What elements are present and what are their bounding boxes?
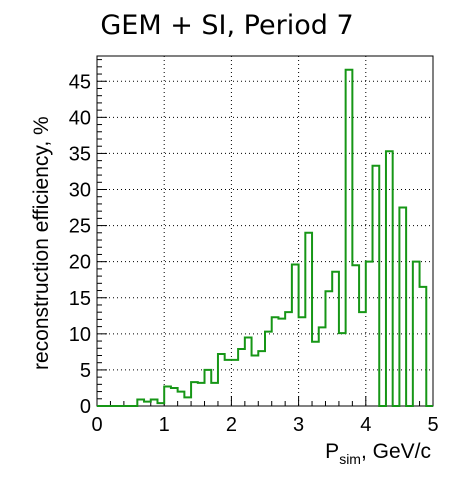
y-tick-label: 30: [69, 180, 91, 202]
chart-title: GEM + SI, Period 7: [100, 10, 354, 41]
plot-frame: [96, 55, 434, 407]
x-tick-label: 5: [427, 414, 438, 436]
y-tick-label: 40: [69, 107, 91, 129]
y-tick-label: 15: [69, 288, 91, 310]
y-tick-label: 0: [80, 396, 91, 418]
y-tick-label: 20: [69, 252, 91, 274]
x-tick-label: 3: [293, 414, 304, 436]
histogram-line: [97, 68, 433, 407]
x-axis-title: Psim, GeV/c: [325, 440, 431, 467]
y-tick-label: 5: [80, 360, 91, 382]
y-axis: 0 5 10 15 20 25 30 35 40 45: [69, 59, 107, 418]
x-tick-label: 0: [91, 414, 102, 436]
gridlines: [97, 56, 433, 406]
x-tick-label: 1: [159, 414, 170, 436]
x-tick-label: 4: [360, 414, 371, 436]
x-tick-label: 2: [226, 414, 237, 436]
y-tick-label: 10: [69, 324, 91, 346]
y-tick-label: 35: [69, 143, 91, 165]
y-axis-title: reconstruction efficiency, %: [30, 116, 53, 370]
y-tick-label: 25: [69, 216, 91, 238]
y-tick-label: 45: [69, 71, 91, 93]
